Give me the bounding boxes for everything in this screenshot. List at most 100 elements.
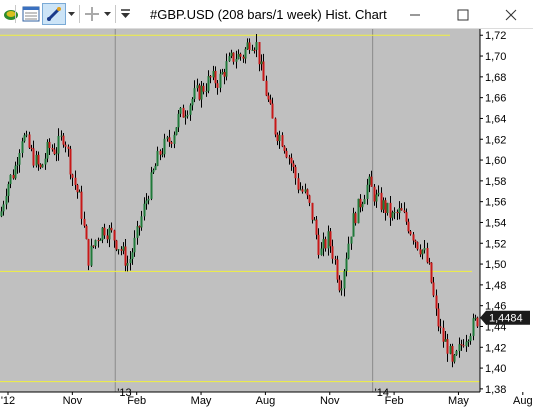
candle-body [435, 295, 438, 309]
candle-body [405, 212, 408, 222]
candle-body [124, 246, 127, 266]
candle-body [382, 200, 385, 210]
draw-tool-dropdown-icon[interactable] [66, 3, 76, 25]
candle-body [122, 246, 125, 251]
candle-body [299, 189, 302, 191]
candle-body [12, 174, 15, 179]
candle-body [108, 227, 111, 240]
candle-body [297, 178, 300, 190]
candle-body [14, 165, 17, 179]
price-chart[interactable]: 1,72 1,70 1,68 1,66 1,64 1,62 1,60 1,58 1,56 1,54… [0, 29, 533, 411]
y-tick-label: 1,52 [485, 238, 506, 250]
candle-body [67, 146, 70, 149]
candle-body [322, 239, 325, 249]
candle-body [294, 166, 297, 179]
candle-body [103, 227, 106, 236]
candle-body [340, 288, 343, 291]
candle-body [262, 61, 265, 81]
candle-body [207, 76, 210, 91]
y-tick-label: 1,38 [485, 384, 506, 396]
candle-body [419, 249, 422, 255]
x-tick-label: Feb [385, 395, 404, 407]
candle-body [359, 198, 362, 208]
candle-body [216, 83, 219, 88]
draw-tool-icon[interactable] [42, 3, 66, 25]
maximize-icon [457, 9, 469, 20]
candle-body [51, 147, 54, 150]
candle-body [147, 198, 150, 201]
candle-body [412, 234, 415, 241]
y-tick-label: 1,70 [485, 51, 506, 63]
y-tick-label: 1,66 [485, 93, 506, 105]
candle-body [414, 240, 417, 243]
candle-body [430, 262, 433, 283]
y-tick-label: 1,72 [485, 30, 506, 42]
candle-body [265, 80, 268, 96]
candle-body [366, 184, 369, 199]
candle-body [219, 73, 222, 88]
candle-body [343, 271, 346, 289]
candle-body [230, 52, 233, 57]
candle-body [74, 177, 77, 185]
candle-body [143, 203, 146, 217]
dropdown-arrow-icon[interactable] [118, 3, 132, 25]
candle-body [71, 174, 74, 178]
candle-body [432, 282, 435, 296]
candle-body [242, 56, 245, 59]
candle-body [18, 152, 21, 165]
candle-body [87, 239, 90, 266]
candle-body [458, 344, 461, 352]
candle-body [304, 189, 307, 192]
candle-body [334, 258, 337, 260]
candle-body [80, 191, 83, 219]
candle-body [384, 200, 387, 213]
candle-body [308, 195, 311, 203]
y-tick-label: 1,68 [485, 72, 506, 84]
candle-body [453, 354, 456, 362]
candle-body [16, 164, 19, 166]
candle-body [271, 103, 274, 119]
candle-body [53, 149, 56, 155]
candle-body [191, 98, 194, 106]
minimize-button[interactable] [395, 0, 435, 29]
candle-body [442, 327, 445, 342]
last-price-label: 1,4484 [489, 313, 523, 325]
candle-body [352, 213, 355, 237]
crosshair-dropdown-icon[interactable] [102, 3, 112, 25]
app-logo-icon [2, 3, 20, 25]
close-icon [505, 9, 517, 20]
candle-body [269, 99, 272, 104]
candle-body [311, 202, 314, 220]
y-tick-label: 1,48 [485, 280, 506, 292]
minimize-icon [410, 14, 420, 15]
candle-body [55, 153, 58, 155]
candle-body [161, 154, 164, 156]
candle-body [281, 135, 284, 147]
candle-body [92, 245, 95, 247]
candle-body [173, 134, 176, 144]
y-tick-label: 1,40 [485, 363, 506, 375]
candle-body [60, 135, 63, 137]
candle-body [225, 61, 228, 77]
close-button[interactable] [491, 0, 531, 29]
candle-body [276, 134, 279, 142]
y-tick-label: 1,56 [485, 197, 506, 209]
candle-body [62, 135, 65, 145]
candle-body [30, 147, 33, 149]
candle-body [223, 72, 226, 77]
candle-body [28, 134, 31, 148]
candle-body [363, 198, 366, 204]
candle-body [189, 105, 192, 115]
candle-body [184, 116, 187, 118]
candle-body [315, 219, 318, 235]
maximize-button[interactable] [443, 0, 483, 29]
x-tick-label: Nov [320, 395, 340, 407]
crosshair-icon[interactable] [82, 3, 102, 25]
candle-body [467, 341, 470, 343]
candle-body [193, 88, 196, 99]
chart-properties-icon[interactable] [20, 3, 42, 25]
candle-body [186, 114, 189, 117]
candle-body [317, 234, 320, 255]
candle-body [85, 225, 88, 240]
candle-body [126, 263, 129, 266]
